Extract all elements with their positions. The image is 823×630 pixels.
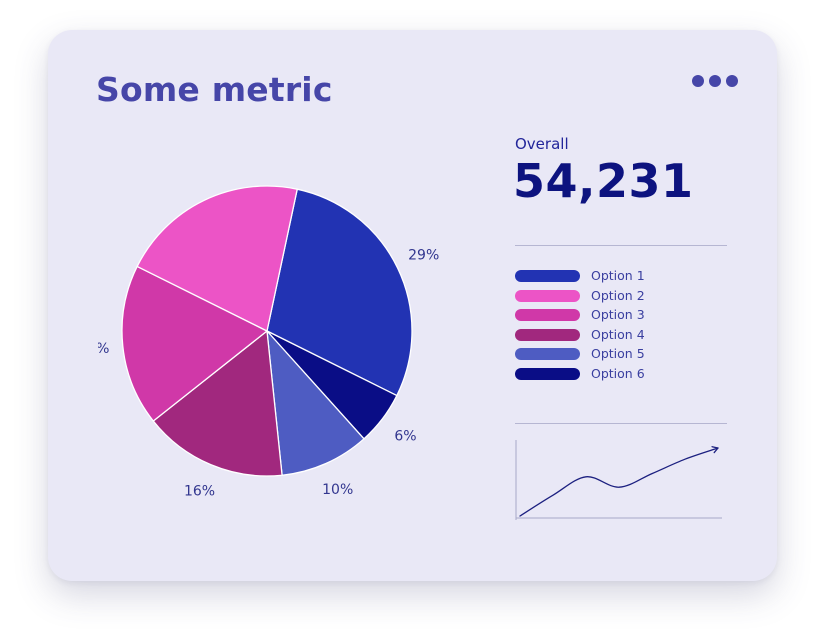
legend-label: Option 4 [591,326,645,342]
legend-swatch [515,367,580,380]
legend-swatch [515,309,580,322]
pie-label-option-4: 16% [184,483,215,499]
metric-card: Some metric 29% 6% 10% 16% 18% 21% Overall 54… [48,30,777,581]
pie-label-option-1: 29% [408,247,439,263]
more-options-icon[interactable] [690,73,740,89]
pie-label-option-6: 6% [394,428,416,444]
pie-slice-option-2 [136,185,298,332]
legend-label: Option 2 [591,287,645,303]
legend-label: Option 3 [591,307,645,323]
legend-swatch [515,270,580,282]
sparkline-series [519,447,719,517]
sparkline-chart [515,440,722,520]
menu-dot [709,75,721,87]
legend-label: Option 1 [591,268,645,283]
menu-dot [692,75,704,87]
pie-label-option-5: 10% [322,482,353,498]
legend-swatch [515,328,580,341]
arrow-icon [711,446,719,454]
card-title: Some metric [96,70,333,109]
overall-label: Overall [515,135,569,153]
legend-label: Option 5 [591,346,645,362]
legend-label: Option 6 [591,365,645,381]
pie-chart: 29% 6% 10% 16% 18% 21% [98,180,439,499]
pie-label-option-3: 18% [98,341,109,357]
overall-value: 54,231 [513,154,694,208]
pie-slice-option-3 [121,265,268,422]
legend-swatch [515,348,580,361]
divider [515,245,727,246]
menu-dot [726,75,738,87]
legend-swatch [515,289,580,302]
pie-label-option-2: 21% [176,180,207,182]
pie-slice-option-5 [266,330,365,476]
pie-slice-option-1 [266,188,413,397]
divider [515,423,727,424]
pie-slice-option-4 [152,330,283,477]
